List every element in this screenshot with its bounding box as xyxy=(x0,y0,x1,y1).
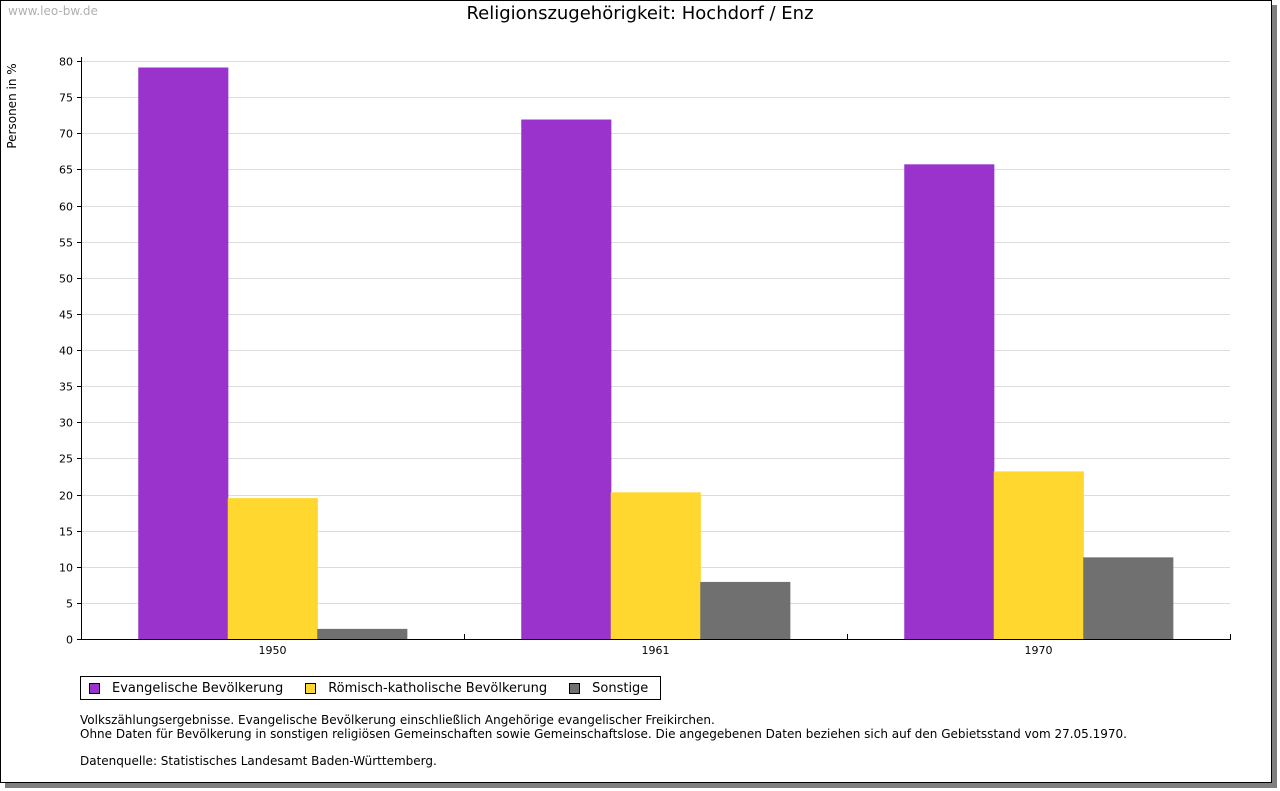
y-axis-label: Personen in % xyxy=(5,63,19,148)
legend-swatch xyxy=(305,682,317,694)
y-tick-label: 5 xyxy=(66,598,73,611)
legend: Evangelische Bevölkerung Römisch-katholi… xyxy=(80,676,662,700)
y-tick-label: 30 xyxy=(59,417,73,430)
y-tick-label: 15 xyxy=(59,526,73,539)
bar-1950-2 xyxy=(317,628,408,639)
legend-label: Evangelische Bevölkerung xyxy=(112,680,284,696)
legend-label: Römisch-katholische Bevölkerung xyxy=(328,680,548,696)
bar-1970-0 xyxy=(904,164,995,639)
y-tick-label: 55 xyxy=(59,237,73,250)
y-tick-label: 40 xyxy=(59,345,73,358)
bar-1970-1 xyxy=(993,471,1084,639)
x-tick-label: 1961 xyxy=(642,644,670,657)
note-line-1: Volkszählungsergebnisse. Evangelische Be… xyxy=(80,713,715,727)
chart-title: Religionszugehörigkeit: Hochdorf / Enz xyxy=(466,3,814,24)
bar-1950-1 xyxy=(227,498,318,639)
bar-1970-2 xyxy=(1083,557,1174,639)
data-source: Datenquelle: Statistisches Landesamt Bad… xyxy=(80,754,437,768)
tick-labels: 0 5 10 15 20 25 30 35 40 45 50 55 60 65 70 75 80 1950 1961… xyxy=(59,56,1053,658)
y-tick-label: 0 xyxy=(66,634,73,647)
bar-1961-1 xyxy=(610,492,701,639)
y-tick-label: 70 xyxy=(59,128,73,141)
x-tick-label: 1970 xyxy=(1025,644,1053,657)
note-line-2: Ohne Daten für Bevölkerung in sonstigen … xyxy=(80,727,1127,741)
y-tick-label: 65 xyxy=(59,164,73,177)
legend-swatch xyxy=(569,682,581,694)
legend-swatch xyxy=(89,682,100,694)
axes xyxy=(77,57,1231,640)
x-tick-label: 1950 xyxy=(259,644,287,657)
y-tick-label: 35 xyxy=(59,381,73,394)
y-tick-label: 25 xyxy=(59,453,73,466)
watermark: www.leo-bw.de xyxy=(8,4,98,18)
bar-1961-2 xyxy=(700,581,791,639)
y-tick-label: 45 xyxy=(59,309,73,322)
y-tick-label: 60 xyxy=(59,201,73,214)
y-tick-label: 50 xyxy=(59,273,73,286)
legend-item-sonstige: Sonstige xyxy=(569,681,648,696)
y-tick-label: 20 xyxy=(59,490,73,503)
y-tick-label: 75 xyxy=(59,92,73,105)
legend-label: Sonstige xyxy=(592,680,649,696)
bar-1961-0 xyxy=(521,119,612,639)
y-tick-label: 10 xyxy=(59,562,73,575)
notes: Volkszählungsergebnisse. Evangelische Be… xyxy=(80,713,1127,768)
bars xyxy=(138,67,1174,639)
y-tick-label: 80 xyxy=(59,56,73,69)
legend-item-katholisch: Römisch-katholische Bevölkerung xyxy=(305,681,547,696)
legend-item-evangelisch: Evangelische Bevölkerung xyxy=(89,681,283,696)
bar-1950-0 xyxy=(138,67,229,639)
